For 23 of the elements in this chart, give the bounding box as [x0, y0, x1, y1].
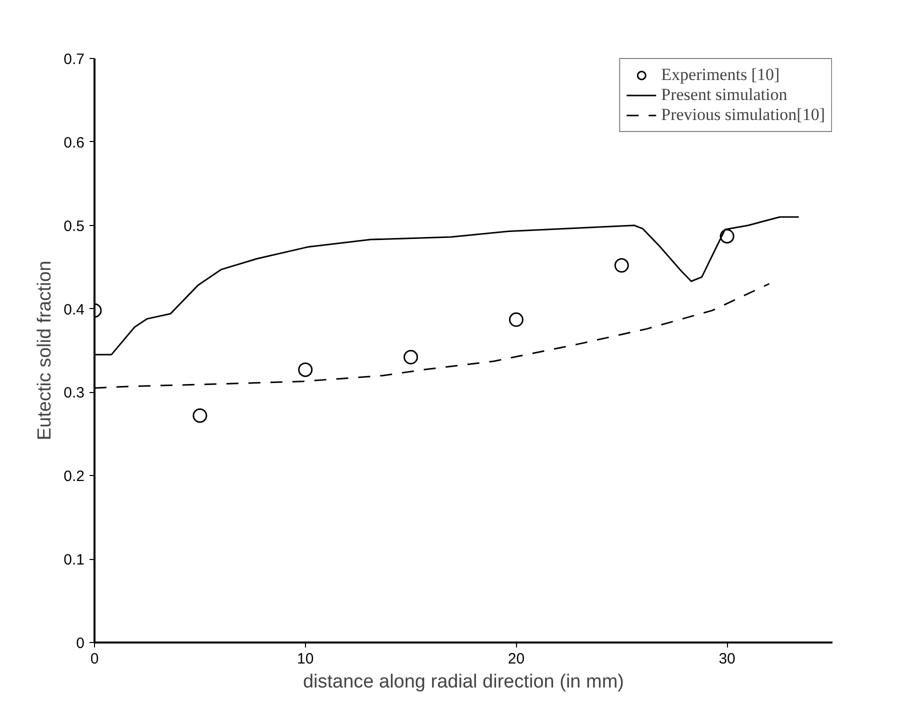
- x-tick-label: 30: [718, 650, 736, 668]
- point: [508, 312, 524, 327]
- y-tick-label: 0.5: [64, 218, 85, 235]
- y-tick-label: 0.2: [64, 468, 85, 486]
- legend-label: Experiments [10]: [661, 65, 780, 85]
- x-tick-label: 0: [90, 650, 99, 668]
- x-axis-title: distance along radial direction (in mm): [302, 672, 624, 692]
- point: [720, 228, 734, 244]
- legend-label: Previous simulation[10]: [661, 105, 825, 125]
- point: [192, 408, 208, 423]
- y-tick-label: 0.4: [64, 301, 85, 318]
- y-tick-label: 0.7: [64, 51, 85, 68]
- point: [404, 350, 418, 364]
- y-tick-label: 0.6: [64, 134, 85, 152]
- y-tick-label: 0: [76, 635, 84, 652]
- x-tick-label: 20: [508, 650, 525, 668]
- y-tick-label: 0.1: [64, 552, 85, 569]
- legend-label: Present simulation: [661, 85, 788, 105]
- point: [298, 362, 313, 377]
- point: [614, 258, 629, 273]
- y-axis-title: Eutectic solid fraction: [34, 260, 56, 440]
- x-tick-label: 10: [297, 650, 314, 668]
- y-tick-label: 0.3: [64, 384, 85, 402]
